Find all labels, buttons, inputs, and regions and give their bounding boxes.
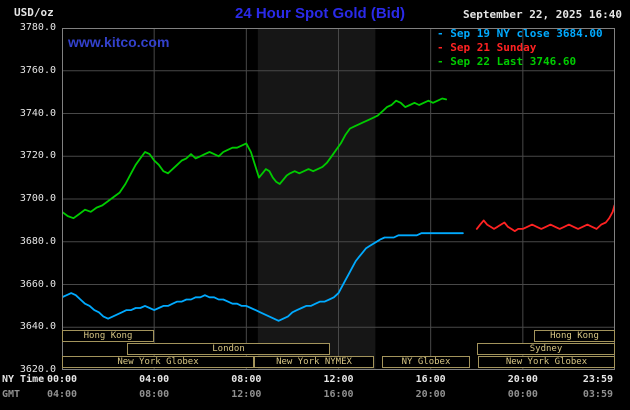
x-axis-caption: GMT [2, 389, 21, 400]
kitco-watermark-link[interactable]: www.kitco.com [68, 34, 170, 50]
session-box-new-york-globex: New York Globex [62, 356, 254, 368]
x-tick-label: 16:00 [415, 374, 446, 385]
y-tick-label: 3660.0 [19, 278, 56, 290]
series-line-sep22 [62, 97, 448, 220]
y-tick-label: 3760.0 [19, 64, 56, 76]
session-box-london: London [127, 343, 330, 355]
x-tick-label: 20:00 [507, 374, 538, 385]
x-tick-label: 23:59 [582, 374, 613, 385]
series-line-sep19 [62, 232, 464, 322]
x-tick-label: 16:00 [323, 389, 354, 400]
x-tick-label: 12:00 [231, 389, 262, 400]
x-tick-label: 08:00 [231, 374, 262, 385]
session-box-new-york-nymex: New York NYMEX [254, 356, 374, 368]
chart-title: 24 Hour Spot Gold (Bid) [235, 5, 405, 22]
x-tick-label: 04:00 [46, 389, 78, 400]
y-axis-labels: 3780.0 3760.0 3740.0 3720.0 3700.0 3680.0 3660… [0, 0, 58, 410]
chart-datetime: September 22, 2025 16:40 [463, 8, 622, 21]
legend-item: - Sep 19 NY close 3684.00 [437, 27, 603, 40]
plot-border [62, 28, 615, 370]
units-label: USD/oz [14, 6, 54, 19]
y-tick-label: 3700.0 [19, 193, 56, 204]
chart-canvas [62, 28, 615, 370]
x-tick-label: 08:00 [139, 389, 170, 400]
series-line-sep21 [475, 204, 615, 233]
x-tick-label: 20:00 [415, 389, 446, 400]
x-tick-label: 12:00 [323, 374, 354, 385]
session-box-ny-globex: NY Globex [382, 356, 470, 368]
chart-legend: - Sep 19 NY close 3684.00- Sep 21 Sunday… [437, 27, 603, 69]
x-tick-label: 04:00 [139, 374, 170, 385]
y-tick-label: 3620.0 [19, 364, 56, 375]
y-tick-label: 3780.0 [19, 22, 56, 33]
y-tick-label: 3680.0 [19, 235, 56, 247]
y-tick-label: 3640.0 [19, 321, 56, 333]
x-tick-label: 03:59 [582, 389, 613, 400]
y-tick-label: 3720.0 [19, 150, 56, 162]
plot-area: www.kitco.com Hong Kong Hong Kong London Sy… [62, 28, 615, 370]
legend-item: - Sep 21 Sunday [437, 41, 537, 54]
y-tick-label: 3740.0 [19, 107, 56, 119]
x-tick-label: 00:00 [46, 374, 78, 385]
session-box-sydney: Sydney [477, 343, 615, 355]
session-box-hong-kong: Hong Kong [534, 330, 615, 342]
session-box-new-york-globex: New York Globex [478, 356, 615, 368]
session-bars: Hong Kong Hong Kong London Sydney New York G… [62, 28, 615, 370]
legend-item: - Sep 22 Last 3746.60 [437, 55, 577, 68]
x-axis-labels: NY Time 00:00 04:00 08:00 12:00 16:00 20:00 23:… [0, 374, 630, 408]
session-box-hong-kong: Hong Kong [62, 330, 154, 342]
x-axis-caption: NY Time [2, 374, 45, 385]
x-tick-label: 00:00 [507, 389, 538, 400]
